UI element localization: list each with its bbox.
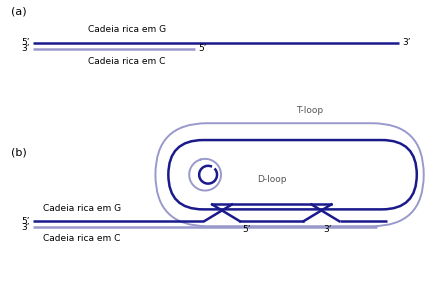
- Text: 5’: 5’: [22, 217, 30, 226]
- Text: Cadeia rica em G: Cadeia rica em G: [88, 25, 166, 34]
- Text: Cadeia rica em G: Cadeia rica em G: [43, 204, 121, 213]
- Text: 5’: 5’: [242, 225, 250, 234]
- Text: 5’: 5’: [22, 39, 30, 48]
- Text: 5’: 5’: [198, 44, 207, 53]
- Text: 3’: 3’: [22, 44, 30, 53]
- Text: 3’: 3’: [22, 223, 30, 232]
- Text: T-loop: T-loop: [296, 106, 323, 115]
- Text: (a): (a): [11, 6, 27, 16]
- Text: Cadeia rica em C: Cadeia rica em C: [88, 57, 165, 66]
- Text: Cadeia rica em C: Cadeia rica em C: [43, 234, 121, 243]
- Text: (b): (b): [11, 148, 27, 158]
- Text: 3’: 3’: [402, 39, 410, 48]
- Text: D-loop: D-loop: [257, 175, 287, 184]
- Text: 3’: 3’: [323, 225, 332, 234]
